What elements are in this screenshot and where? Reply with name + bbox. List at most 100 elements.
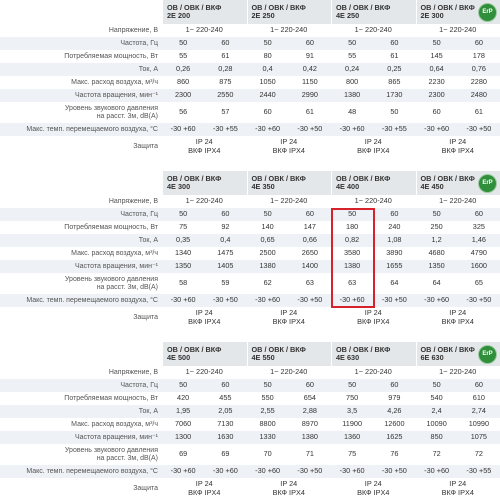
spec-value: -30 +60	[339, 466, 365, 476]
row-label-line: Уровень звукового давления	[64, 446, 158, 454]
spec-value-line: ВКФ IPX4	[441, 487, 474, 497]
spec-value-line: IP 24	[364, 137, 382, 146]
spec-value: 0,42	[302, 64, 317, 74]
row-label-line: Защита	[133, 484, 158, 492]
model-header: ОВ / ОВК / ВКФ 2Е 250	[246, 0, 331, 24]
spec-value: -30 +60	[424, 124, 450, 134]
row-label: Частота вращения, мин⁻¹	[0, 260, 162, 273]
spec-value: 60	[474, 209, 483, 219]
row-label-line: Уровень звукового давления	[64, 275, 158, 283]
spec-value: 1~ 220-240	[185, 196, 223, 206]
spec-value: 60	[305, 380, 314, 390]
spec-value: 1655	[386, 261, 403, 271]
spec-value: 1380	[344, 90, 361, 100]
row-label-line: Ток, А	[138, 407, 158, 415]
model-name-line: ОВ / ОВК / ВКФ	[251, 344, 306, 354]
row-label: Макс. расход воздуха, м³/ч	[0, 418, 162, 431]
spec-row: Макс. темп. перемещаемого воздуха, °С -30…	[0, 465, 500, 478]
spec-value-line: ВКФ IPX4	[272, 145, 305, 155]
row-label-line: Макс. расход воздуха, м³/ч	[71, 78, 158, 86]
spec-row: Уровень звукового давления на расст. 3м, …	[0, 444, 500, 465]
spec-value: 8800	[259, 419, 276, 429]
row-label: Макс. расход воздуха, м³/ч	[0, 247, 162, 260]
spec-value: 2990	[301, 90, 318, 100]
row-label: Макс. расход воздуха, м³/ч	[0, 76, 162, 89]
spec-value: -30 +60	[424, 295, 450, 305]
erp-badge: ErP	[478, 3, 497, 22]
spec-value: 60	[432, 107, 441, 117]
spec-value: -30 +60	[170, 466, 196, 476]
spec-value-line: ВКФ IPX4	[441, 316, 474, 326]
spec-value: 1730	[386, 90, 403, 100]
spec-value: 420	[177, 393, 190, 403]
spec-row: Ток, А 0,26 0,28 0,4 0,42 0,24 0,25 0,64 0,76	[0, 63, 500, 76]
model-name-line: ОВ / ОВК / ВКФ	[251, 173, 306, 183]
header-spacer	[0, 342, 162, 366]
row-label: Макс. темп. перемещаемого воздуха, °С	[0, 465, 162, 478]
model-header: ОВ / ОВК / ВКФ 4Е 550	[246, 342, 331, 366]
spec-value: 0,26	[176, 64, 191, 74]
row-label-line: Защита	[133, 142, 158, 150]
spec-value: 2,88	[302, 406, 317, 416]
spec-value: 75	[179, 222, 188, 232]
spec-value: 56	[179, 107, 188, 117]
spec-value: 250	[430, 222, 443, 232]
spec-value: 2230	[428, 77, 445, 87]
row-label: Частота, Гц	[0, 208, 162, 221]
model-name-line: 4Е 550	[251, 353, 275, 362]
spec-value-line: IP 24	[364, 479, 382, 488]
row-label-line: Напряжение, В	[108, 197, 158, 205]
model-name-line: 4Е 350	[251, 182, 275, 191]
row-label-line: Напряжение, В	[108, 26, 158, 34]
spec-value: 50	[348, 380, 357, 390]
row-label: Частота, Гц	[0, 37, 162, 50]
header-row: ОВ / ОВК / ВКФ 4Е 300 ОВ / ОВК / ВКФ 4Е 350…	[0, 171, 500, 195]
spec-value-line: ВКФ IPX4	[441, 145, 474, 155]
spec-value: -30 +60	[255, 124, 281, 134]
spec-value: 180	[346, 222, 359, 232]
spec-value: 72	[474, 449, 483, 459]
spec-value: 58	[179, 278, 188, 288]
spec-value: 1~ 220-240	[439, 25, 477, 35]
row-label-line: Макс. расход воздуха, м³/ч	[71, 420, 158, 428]
spec-value: 10090	[426, 419, 447, 429]
spec-value: 654	[303, 393, 316, 403]
erp-badge: ErP	[478, 345, 497, 364]
model-name-line: 4Е 250	[336, 11, 360, 20]
spec-value: IP 24 ВКФ IPX4	[416, 136, 500, 157]
spec-value: -30 +60	[255, 295, 281, 305]
spec-value: 1,2	[431, 235, 442, 245]
spec-value: 60	[305, 209, 314, 219]
spec-value: 1400	[301, 261, 318, 271]
spec-value: 60	[263, 107, 272, 117]
model-name-line: 4Е 450	[420, 182, 444, 191]
row-label: Макс. темп. перемещаемого воздуха, °С	[0, 123, 162, 136]
spec-value: 850	[430, 432, 443, 442]
spec-value-line: IP 24	[449, 479, 467, 488]
spec-value: 1340	[175, 248, 192, 258]
spec-value: 0,4	[262, 64, 273, 74]
spec-value: -30 +50	[297, 124, 323, 134]
spec-value: 1~ 220-240	[185, 367, 223, 377]
model-header: ОВ / ОВК / ВКФ 4Е 500	[162, 342, 247, 366]
spec-value: 50	[179, 38, 188, 48]
spec-value: 2440	[259, 90, 276, 100]
spec-value: 0,76	[471, 64, 486, 74]
spec-value: IP 24 ВКФ IPX4	[416, 478, 500, 499]
model-name-line: ОВ / ОВК / ВКФ	[420, 173, 475, 183]
row-label-line: Частота, Гц	[120, 381, 158, 389]
spec-value: 65	[474, 278, 483, 288]
spec-value: 325	[472, 222, 485, 232]
spec-value: 875	[219, 77, 232, 87]
spec-value: 1300	[175, 432, 192, 442]
spec-value: 1380	[344, 261, 361, 271]
spec-value: 1~ 220-240	[439, 367, 477, 377]
spec-value: 69	[179, 449, 188, 459]
spec-row: Частота вращения, мин⁻¹ 2300 2550 2440 2990 1…	[0, 89, 500, 102]
spec-value: 1380	[259, 261, 276, 271]
spec-value: -30 +50	[381, 466, 407, 476]
spec-value: -30 +50	[466, 124, 492, 134]
spec-value: 60	[390, 380, 399, 390]
spec-value: 50	[263, 380, 272, 390]
spec-value: 60	[221, 38, 230, 48]
